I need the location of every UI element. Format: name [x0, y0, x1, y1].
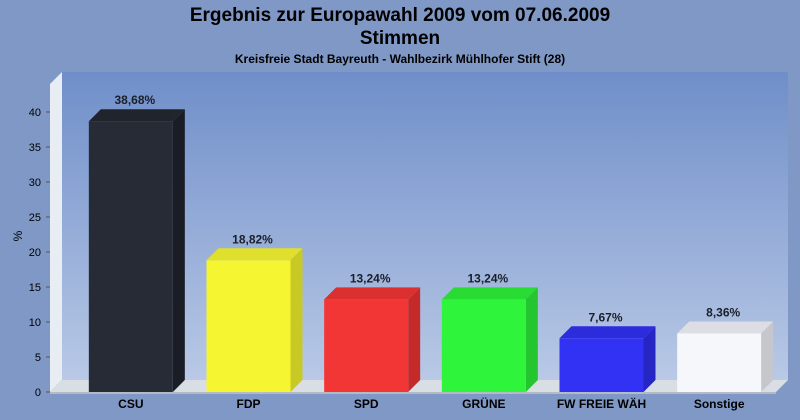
- x-category-label: SPD: [354, 397, 379, 411]
- bar-front: [206, 260, 291, 392]
- y-tick-label: 30: [29, 177, 41, 189]
- chart-titles: Ergebnis zur Europawahl 2009 vom 07.06.2…: [0, 4, 800, 67]
- y-tick-label: 40: [29, 107, 41, 119]
- x-category-label: Sonstige: [694, 397, 745, 411]
- bar-side: [408, 287, 421, 392]
- bar-top: [441, 287, 538, 300]
- bar-value-label: 7,67%: [588, 310, 622, 324]
- bar-front: [88, 121, 173, 393]
- y-tick-label: 10: [29, 317, 41, 329]
- bar-side: [761, 321, 774, 392]
- left-wall: [50, 72, 62, 392]
- bar-front: [441, 299, 526, 392]
- bar-csu: [88, 109, 185, 393]
- bar-spd: [324, 287, 421, 392]
- y-axis-label: %: [11, 230, 25, 241]
- x-category-label: FW FREIE WÄH: [557, 396, 646, 411]
- bar-fdp: [206, 248, 303, 392]
- y-tick-label: 35: [29, 142, 41, 154]
- y-tick-label: 0: [35, 387, 41, 399]
- bar-top: [677, 321, 774, 334]
- bar-side: [525, 287, 538, 392]
- bar-sonstige: [677, 321, 774, 392]
- y-tick-label: 20: [29, 247, 41, 259]
- bar-front: [677, 333, 762, 392]
- bar-value-label: 8,36%: [706, 305, 740, 319]
- bar-top: [206, 248, 303, 261]
- bar-top: [324, 287, 421, 300]
- x-category-label: CSU: [118, 397, 143, 411]
- bar-value-label: 13,24%: [467, 271, 508, 285]
- bar-side: [172, 109, 185, 393]
- bar-value-label: 13,24%: [350, 271, 391, 285]
- y-tick-label: 25: [29, 212, 41, 224]
- bar-side: [290, 248, 303, 392]
- bar-fw-freie-wäh: [559, 326, 656, 392]
- y-tick-label: 5: [35, 352, 41, 364]
- bar-top: [559, 326, 656, 339]
- y-tick-label: 15: [29, 282, 41, 294]
- chart-subtitle: Stimmen: [359, 28, 441, 49]
- chart-title: Ergebnis zur Europawahl 2009 vom 07.06.2…: [189, 5, 611, 26]
- chart-caption: Kreisfreie Stadt Bayreuth - Wahlbezirk M…: [234, 52, 566, 66]
- bar-grüne: [441, 287, 538, 392]
- bar-top: [88, 109, 185, 122]
- x-category-label: FDP: [237, 397, 261, 411]
- bar-value-label: 38,68%: [114, 93, 155, 107]
- bar-front: [559, 338, 644, 392]
- floor-edge: [50, 392, 776, 394]
- bar-value-label: 18,82%: [232, 232, 273, 246]
- bar-front: [324, 299, 409, 392]
- bar-side: [643, 326, 656, 392]
- x-category-label: GRÜNE: [462, 396, 505, 411]
